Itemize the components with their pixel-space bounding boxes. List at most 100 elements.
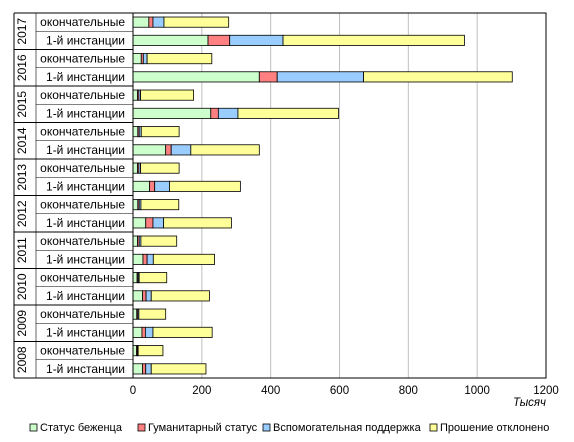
bar-segment: [132, 16, 150, 28]
row-label: окончательные: [40, 234, 125, 248]
row-label: 1-й инстанции: [46, 33, 125, 47]
bar-segment: [140, 126, 180, 138]
row-label: окончательные: [40, 198, 125, 212]
bar-segment: [152, 217, 165, 229]
bar-segment: [152, 326, 213, 338]
legend-swatch: [262, 423, 271, 432]
y-axis-labels: окончательные 1-й инстанции 2017 окончатель…: [15, 15, 125, 376]
row-label: окончательные: [40, 15, 125, 29]
year-label: 2010: [15, 273, 29, 300]
x-tick-label: 1000: [464, 385, 490, 397]
bar-segment: [132, 345, 137, 357]
bar-segment: [276, 71, 364, 83]
bar-segment: [145, 217, 154, 229]
row-label: окончательные: [40, 271, 125, 285]
bar-segment: [140, 235, 178, 247]
row-label: 1-й инстанции: [46, 143, 125, 157]
row-label: 1-й инстанции: [46, 289, 125, 303]
bar-segment: [140, 199, 180, 211]
bar-segment: [132, 308, 138, 320]
bar-segment: [132, 162, 138, 174]
legend-label: Статус беженца: [40, 422, 123, 434]
bar-segment: [142, 253, 148, 265]
row-label: 1-й инстанции: [46, 362, 125, 376]
row-label: окончательные: [40, 88, 125, 102]
bar-segment: [142, 53, 148, 65]
bar-segment: [363, 71, 513, 83]
bar-segment: [140, 162, 180, 174]
bar-segment: [258, 71, 278, 83]
bar-segment: [152, 16, 165, 28]
bar-segment: [148, 16, 154, 28]
legend-label: Вспомогательная поддержка: [273, 422, 422, 434]
bar-segment: [145, 363, 152, 375]
bar-segment: [146, 253, 154, 265]
year-label: 2016: [15, 54, 29, 81]
gridlines: [201, 13, 478, 378]
legend-swatch: [29, 423, 38, 432]
bar-segment: [207, 34, 231, 46]
bar-segment: [132, 235, 138, 247]
year-label: 2011: [15, 237, 29, 263]
legend-label: Прошение отклонено: [440, 422, 549, 434]
year-label: 2014: [15, 127, 29, 154]
bar-segment: [229, 34, 284, 46]
bar-segment: [144, 326, 154, 338]
bar-segment: [132, 180, 150, 192]
bar-segment: [237, 107, 339, 119]
bar-segment: [282, 34, 465, 46]
bar-segment: [132, 253, 144, 265]
bar-segment: [140, 89, 194, 101]
bar-segment: [190, 144, 260, 156]
row-label: окончательные: [40, 307, 125, 321]
year-label: 2013: [15, 164, 29, 191]
year-label: 2017: [15, 18, 29, 45]
plot-border: [132, 12, 547, 379]
bar-segment: [132, 290, 144, 302]
bar-segment: [132, 126, 139, 138]
bar-segment: [141, 326, 146, 338]
bar-segment: [137, 345, 164, 357]
x-axis-ticks: 0 200 400 600 800 1000 1200: [130, 385, 559, 397]
bar-segment: [169, 180, 241, 192]
bar-segment: [154, 180, 170, 192]
row-label: окончательные: [40, 161, 125, 175]
bar-segment: [142, 290, 147, 302]
bar-segment: [138, 272, 168, 284]
bars: [132, 16, 513, 375]
bar-segment: [132, 89, 138, 101]
legend: Статус беженца Гуманитарный статус Вспомог…: [29, 422, 549, 434]
bar-segment: [132, 326, 143, 338]
year-label: 2012: [15, 200, 29, 227]
row-label: 1-й инстанции: [46, 179, 125, 193]
x-tick-label: 200: [192, 385, 211, 397]
bar-segment: [132, 217, 147, 229]
row-label: 1-й инстанции: [46, 252, 125, 266]
row-label: окончательные: [40, 125, 125, 139]
bar-segment: [138, 308, 167, 320]
bar-segment: [152, 253, 215, 265]
bar-segment: [132, 107, 212, 119]
bar-segment: [146, 53, 213, 65]
bar-segment: [132, 53, 142, 65]
x-tick-label: 600: [330, 385, 349, 397]
x-tick-label: 800: [399, 385, 418, 397]
bar-segment: [132, 272, 138, 284]
unit-label: Тысяч: [513, 397, 546, 409]
bar-segment: [145, 290, 152, 302]
bar-segment: [170, 144, 192, 156]
bar-segment: [150, 363, 207, 375]
row-label: 1-й инстанции: [46, 106, 125, 120]
bar-segment: [132, 199, 139, 211]
year-label: 2009: [15, 310, 29, 337]
bar-segment: [132, 71, 260, 83]
x-tick-label: 400: [261, 385, 280, 397]
legend-label: Гуманитарный статус: [148, 422, 258, 434]
year-label: 2015: [15, 91, 29, 118]
bar-segment: [217, 107, 239, 119]
bar-segment: [132, 34, 209, 46]
x-tick-label: 1200: [533, 385, 559, 397]
plot-frame: [13, 12, 547, 379]
row-label: 1-й инстанции: [46, 216, 125, 230]
